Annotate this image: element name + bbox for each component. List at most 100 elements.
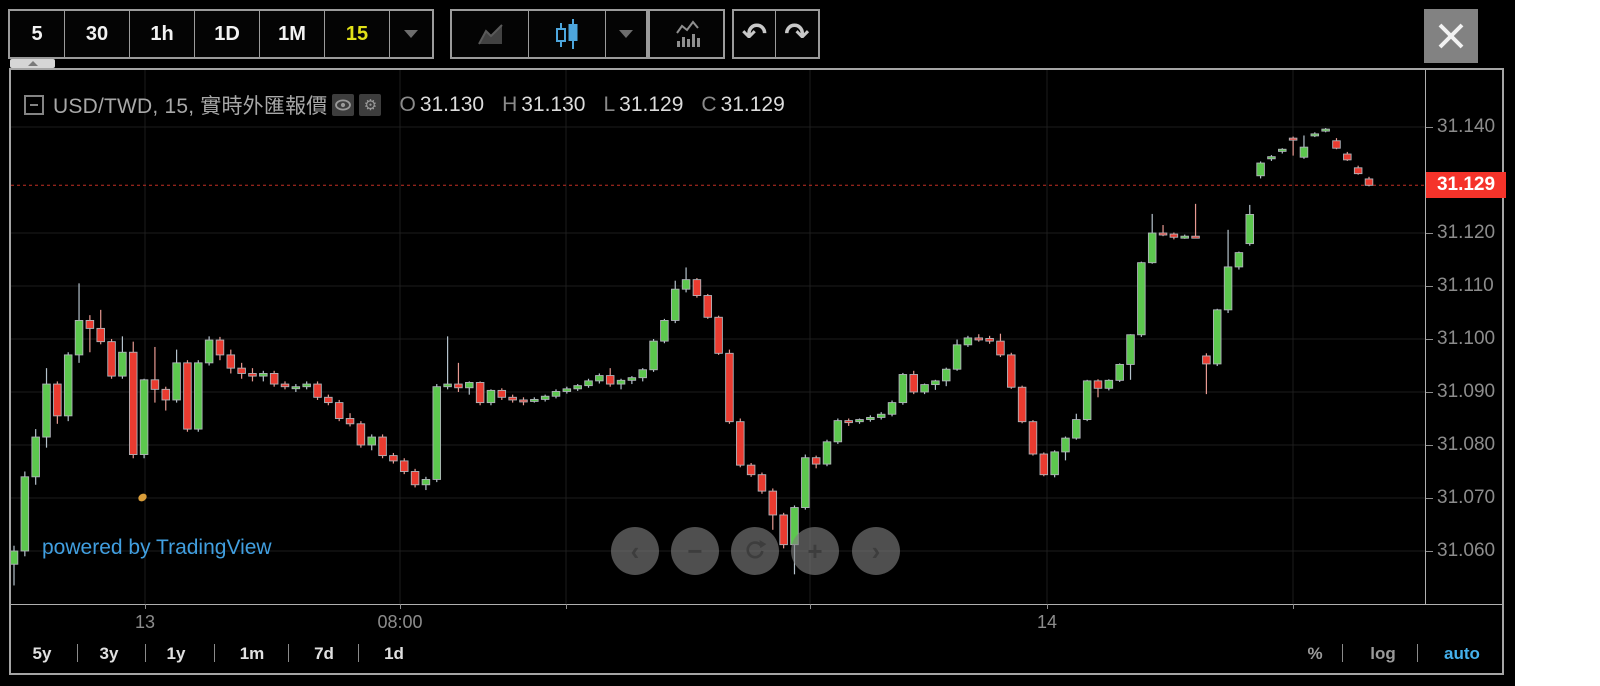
ohlc-open-value: 31.130	[419, 93, 485, 116]
range-button-7d[interactable]: 7d	[314, 644, 334, 663]
separator	[214, 644, 215, 662]
range-button-5y[interactable]: 5y	[32, 644, 52, 663]
current-price-badge: 31.129	[1426, 172, 1506, 199]
price-axis-label: 31.090	[1437, 381, 1496, 402]
zoom-out-button[interactable]: −	[671, 527, 719, 575]
ohlc-high-label: H	[502, 93, 518, 116]
ohlc-open-label: O	[399, 93, 416, 116]
price-axis-separator	[1425, 70, 1426, 604]
page-background-strip	[1515, 0, 1600, 686]
close-icon	[1438, 23, 1464, 49]
price-axis-label: 31.070	[1437, 487, 1496, 508]
toolbar-scrollbar-thumb[interactable]	[10, 59, 55, 68]
price-axis-tick	[1426, 391, 1433, 393]
price-axis-label: 31.100	[1437, 328, 1496, 349]
separator	[77, 644, 78, 662]
interval-dropdown-button[interactable]	[390, 11, 432, 57]
candlestick-icon	[556, 19, 578, 49]
separator	[358, 644, 359, 662]
price-axis-label: 31.080	[1437, 434, 1496, 455]
redo-button[interactable]: ↷	[776, 11, 818, 57]
price-axis-tick	[1426, 497, 1433, 499]
powered-by-tradingview-link[interactable]: powered by TradingView	[42, 536, 272, 559]
interval-button-1h[interactable]: 1h	[130, 11, 195, 57]
interval-button-1m[interactable]: 1M	[260, 11, 325, 57]
chevron-down-icon	[404, 30, 418, 38]
time-axis-separator	[11, 604, 1502, 605]
visibility-toggle-button[interactable]	[332, 94, 355, 116]
chart-type-dropdown-button[interactable]	[606, 11, 646, 57]
separator	[145, 644, 146, 662]
reset-zoom-icon	[746, 540, 767, 559]
percent-scale-button[interactable]: %	[1307, 644, 1323, 663]
interval-button-30[interactable]: 30	[65, 11, 130, 57]
price-axis-label: 31.110	[1437, 275, 1494, 296]
symbol-title: USD/TWD, 15, 實時外匯報價	[53, 95, 328, 118]
time-axis-tick	[400, 604, 401, 609]
range-button-3y[interactable]: 3y	[99, 644, 119, 663]
chevron-up-icon	[27, 61, 38, 66]
interval-button-group: 5 30 1h 1D 1M 15	[8, 9, 434, 59]
scroll-left-button[interactable]: ‹	[611, 527, 659, 575]
separator	[1342, 644, 1343, 662]
time-axis-label: 08:00	[377, 612, 423, 632]
undo-icon: ↶	[741, 17, 768, 51]
interval-button-5[interactable]: 5	[10, 11, 65, 57]
price-axis-label: 31.060	[1437, 540, 1496, 561]
interval-button-15-active[interactable]: 15	[325, 11, 390, 57]
line-chart-type-button[interactable]	[452, 11, 529, 57]
price-axis-label: 31.120	[1437, 222, 1496, 243]
ohlc-low-label: L	[603, 93, 616, 116]
settings-button[interactable]: ⚙	[359, 94, 382, 116]
eye-icon	[335, 99, 352, 111]
time-axis-label: 14	[1036, 612, 1058, 632]
price-axis-tick	[1426, 232, 1433, 234]
price-axis-tick	[1426, 126, 1433, 128]
time-axis-tick	[810, 604, 811, 609]
scroll-right-button[interactable]: ›	[852, 527, 900, 575]
time-axis-tick	[1293, 604, 1294, 609]
line-chart-icon	[478, 24, 503, 45]
chart-type-button-group	[450, 9, 648, 59]
range-button-1m[interactable]: 1m	[239, 644, 265, 663]
reset-zoom-button[interactable]	[731, 527, 779, 575]
separator	[1417, 644, 1418, 662]
time-axis-label: 13	[134, 612, 156, 632]
price-axis-tick	[1426, 444, 1433, 446]
price-axis-label: 31.140	[1437, 116, 1496, 137]
price-axis-tick	[1426, 285, 1433, 287]
collapse-legend-icon[interactable]	[24, 95, 44, 115]
time-axis-tick	[1047, 604, 1048, 609]
undo-redo-button-group: ↶ ↷	[732, 9, 820, 59]
ohlc-low-value: 31.129	[619, 93, 684, 116]
gear-icon: ⚙	[363, 97, 378, 114]
ohlc-close-label: C	[701, 93, 717, 116]
time-axis-tick	[145, 604, 146, 609]
candlestick-chart-type-button[interactable]	[529, 11, 606, 57]
time-axis[interactable]: 13 08:00 14	[11, 604, 1425, 636]
ohlc-close-value: 31.129	[720, 93, 785, 116]
price-axis-tick	[1426, 550, 1433, 552]
indicators-icon	[675, 20, 700, 47]
indicators-button-group	[648, 9, 725, 59]
range-button-1y[interactable]: 1y	[166, 644, 186, 663]
close-button[interactable]	[1424, 9, 1478, 63]
chevron-down-icon	[619, 30, 633, 38]
redo-icon: ↷	[784, 17, 810, 51]
indicators-button[interactable]	[650, 11, 723, 57]
separator	[288, 644, 289, 662]
time-axis-tick	[566, 604, 567, 609]
undo-button[interactable]: ↶	[734, 11, 776, 57]
price-axis-tick	[1426, 338, 1433, 340]
range-button-1d[interactable]: 1d	[384, 644, 404, 663]
interval-button-1d[interactable]: 1D	[195, 11, 260, 57]
ohlc-high-value: 31.130	[521, 93, 586, 116]
zoom-in-button[interactable]: +	[791, 527, 839, 575]
auto-scale-button[interactable]: auto	[1444, 644, 1480, 663]
log-scale-button[interactable]: log	[1370, 644, 1396, 663]
price-axis[interactable]: 31.129 31.140 31.120 31.110 31.100 31.090 31.…	[1426, 70, 1506, 604]
candlestick-chart[interactable]	[11, 70, 1425, 604]
